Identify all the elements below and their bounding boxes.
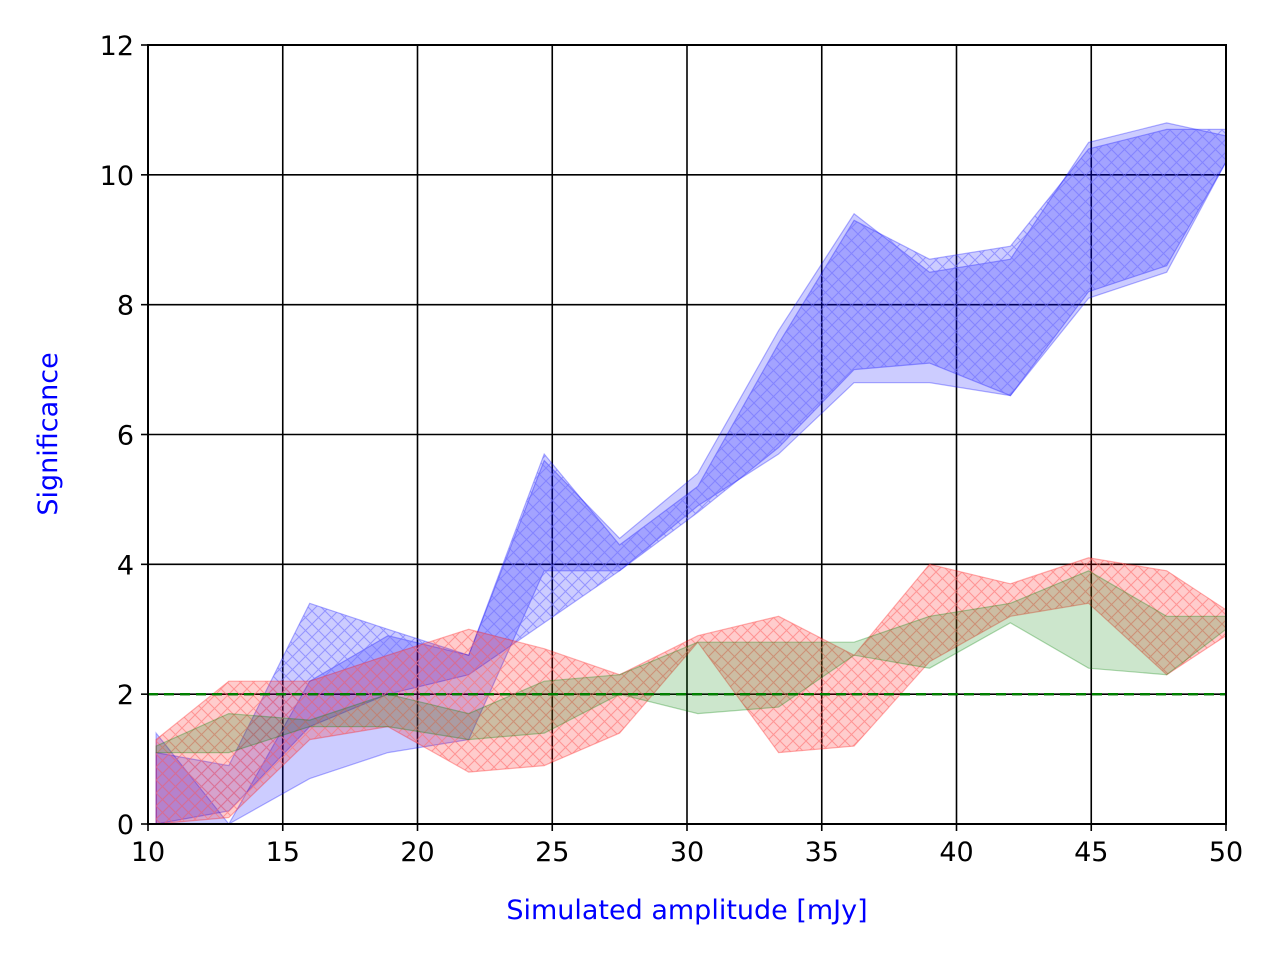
x-axis-label: Simulated amplitude [mJy] [506, 895, 867, 926]
x-tick-label: 10 [131, 837, 165, 868]
y-axis-label: Significance [33, 352, 64, 515]
y-tick-label: 0 [117, 810, 134, 841]
x-tick-label: 35 [805, 837, 839, 868]
x-tick-label: 30 [670, 837, 704, 868]
y-tick-label: 10 [100, 161, 134, 192]
bands [155, 122, 1226, 824]
band-series-4 [155, 570, 1226, 754]
y-tick-label: 2 [117, 680, 134, 711]
x-tick-label: 40 [939, 837, 973, 868]
x-tick-label: 25 [535, 837, 569, 868]
y-tick-label: 4 [117, 550, 134, 581]
x-tick-label: 50 [1209, 837, 1243, 868]
x-tick-label: 15 [266, 837, 300, 868]
y-tick-label: 12 [100, 31, 134, 62]
x-tick-label: 20 [400, 837, 434, 868]
band-hatch-series-3 [156, 557, 1226, 824]
ticks: 10 15 20 25 30 35 40 45 50 0 2 4 6 8 10 12 [100, 31, 1244, 868]
y-tick-label: 8 [117, 291, 134, 322]
y-tick-label: 6 [117, 421, 134, 452]
x-tick-label: 45 [1074, 837, 1108, 868]
